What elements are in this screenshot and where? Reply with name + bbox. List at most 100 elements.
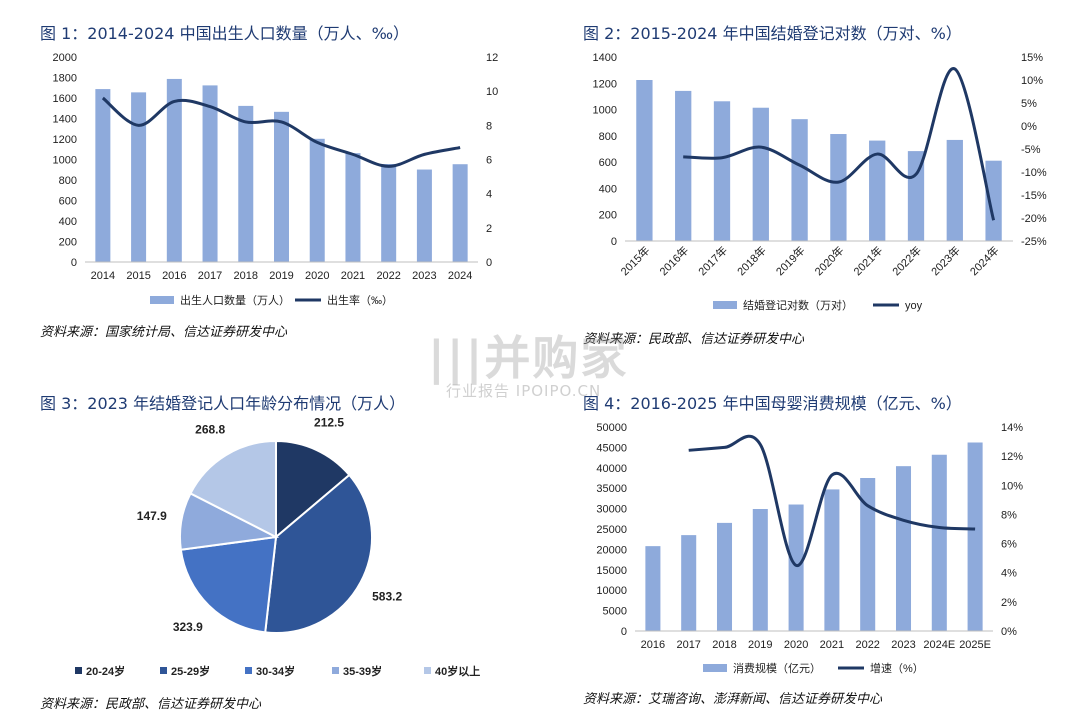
y-left-tick-label: 45000 — [596, 442, 627, 454]
bar — [860, 478, 876, 631]
fig1-title: 图 1：2014-2024 中国出生人口数量（万人、‰） — [40, 24, 410, 43]
x-tick-label: 2023 — [891, 639, 915, 651]
y-left-tick-label: 5000 — [603, 606, 627, 618]
y-right-tick-label: 0% — [1001, 626, 1017, 638]
y-left-tick-label: 800 — [59, 175, 77, 187]
bar — [416, 169, 432, 262]
fig4-title: 图 4：2016-2025 年中国母婴消费规模（亿元、%） — [583, 394, 962, 413]
y-right-tick-label: 6% — [1001, 539, 1017, 551]
y-left-tick-label: 600 — [599, 157, 617, 169]
legend-swatch — [245, 667, 252, 674]
y-left-tick-label: 10000 — [596, 585, 627, 597]
bar — [636, 80, 653, 241]
bar — [716, 522, 733, 631]
x-tick-label: 2014 — [91, 270, 115, 282]
pie-slice — [179, 535, 278, 634]
bar — [381, 164, 397, 262]
x-tick-label: 2023 — [412, 270, 436, 282]
bar — [95, 89, 111, 262]
x-tick-label: 2016 — [162, 270, 186, 282]
x-tick-label: 2022 — [855, 639, 879, 651]
bar — [791, 119, 808, 241]
y-left-tick-label: 50000 — [596, 422, 627, 434]
x-tick-label: 2020 — [784, 639, 808, 651]
y-left-tick-label: 1400 — [593, 52, 617, 64]
y-left-tick-label: 800 — [599, 131, 617, 143]
x-tick-label: 2018 — [712, 639, 736, 651]
y-left-tick-label: 15000 — [596, 565, 627, 577]
y-left-tick-label: 600 — [59, 196, 77, 208]
watermark-sub: 行业报告 IPOIPO.CN — [446, 382, 602, 400]
y-left-tick-label: 1200 — [53, 134, 77, 146]
y-right-tick-label: -5% — [1021, 144, 1041, 156]
y-left-tick-label: 1000 — [593, 105, 617, 117]
bar — [681, 535, 697, 631]
legend-label-bar: 出生人口数量（万人） — [180, 293, 290, 307]
pie-value-label: 323.9 — [173, 620, 203, 634]
y-left-tick-label: 2000 — [53, 52, 77, 64]
x-tick-label: 2018 — [234, 270, 258, 282]
legend-swatch — [332, 667, 339, 674]
y-left-tick-label: 40000 — [596, 463, 627, 475]
y-right-tick-label: 8 — [486, 120, 492, 132]
y-left-tick-label: 1000 — [53, 155, 77, 167]
pie-slice — [275, 439, 351, 540]
bar — [907, 151, 925, 241]
bar — [131, 92, 147, 262]
x-tick-label: 2015年 — [618, 243, 653, 278]
x-tick-label: 2018年 — [734, 243, 769, 278]
legend-swatch — [424, 667, 431, 674]
bar — [345, 153, 361, 262]
y-right-tick-label: 6 — [486, 155, 492, 167]
x-tick-label: 2016 — [641, 639, 665, 651]
y-right-tick-label: 4 — [486, 189, 492, 201]
bar — [946, 139, 963, 241]
fig1-source: 资料来源：国家统计局、信达证券研发中心 — [40, 325, 288, 340]
bar — [238, 105, 254, 262]
y-right-tick-label: 14% — [1001, 422, 1023, 434]
fig2-title: 图 2：2015-2024 年中国结婚登记对数（万对、%） — [583, 24, 962, 43]
y-left-tick-label: 200 — [59, 237, 77, 249]
legend-swatch-bar — [150, 296, 174, 304]
y-right-tick-label: 8% — [1001, 509, 1017, 521]
bar — [309, 138, 325, 262]
y-left-tick-label: 0 — [621, 626, 627, 638]
x-tick-label: 2020年 — [812, 243, 847, 278]
y-right-tick-label: 10% — [1021, 75, 1043, 87]
legend-label-line: yoy — [905, 300, 923, 312]
x-tick-label: 2024 — [448, 270, 472, 282]
bar — [752, 107, 769, 241]
legend-label: 30-34岁 — [256, 664, 295, 678]
fig3-source: 资料来源：民政部、信达证券研发中心 — [40, 697, 262, 712]
pie-slice — [189, 439, 277, 539]
bar — [645, 546, 661, 631]
y-right-tick-label: -20% — [1021, 213, 1047, 225]
x-tick-label: 2019 — [269, 270, 293, 282]
fig4-source: 资料来源：艾瑞咨询、澎湃新闻、信达证券研发中心 — [583, 692, 883, 707]
y-right-tick-label: -10% — [1021, 167, 1047, 179]
x-tick-label: 2016年 — [656, 243, 691, 278]
maternal-chart: 0 5000 10000 15000 20000 25000 30000 35000 40000… — [596, 422, 1023, 675]
pie-value-label: 212.5 — [314, 416, 344, 430]
x-tick-label: 2023年 — [928, 243, 963, 278]
y-right-tick-label: 12% — [1001, 451, 1023, 463]
x-tick-label: 2017年 — [695, 243, 730, 278]
bar — [895, 466, 912, 631]
x-tick-label: 2019 — [748, 639, 772, 651]
y-right-tick-label: 2% — [1001, 597, 1017, 609]
y-left-tick-label: 0 — [71, 257, 77, 269]
birth-chart: 0 200 400 600 800 1000 1200 1400 1600 1800 2000 0 2 4… — [53, 52, 499, 307]
y-left-tick-label: 400 — [59, 216, 77, 228]
legend-swatch-bar — [713, 301, 737, 309]
x-tick-label: 2022 — [376, 270, 400, 282]
series-line — [688, 435, 976, 567]
series-line — [683, 67, 996, 221]
y-right-tick-label: 4% — [1001, 568, 1017, 580]
y-right-tick-label: 0% — [1021, 121, 1037, 133]
y-right-tick-label: 0 — [486, 257, 492, 269]
x-tick-label: 2025E — [959, 639, 991, 651]
bar — [166, 78, 182, 262]
bar — [830, 134, 847, 241]
pie-value-label: 583.2 — [372, 589, 402, 603]
bar — [273, 111, 290, 263]
